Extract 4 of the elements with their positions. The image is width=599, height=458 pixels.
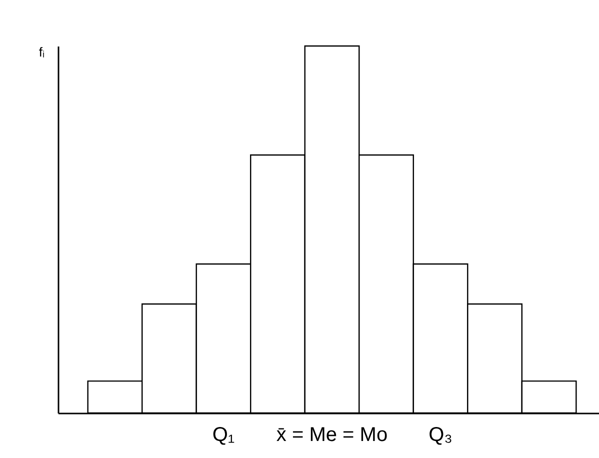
y-axis-title: fᵢ (38, 44, 44, 60)
text: x̄ = Me = Mo (276, 424, 388, 446)
text: Q₃ (428, 424, 452, 446)
text: Q₁ (212, 424, 235, 446)
